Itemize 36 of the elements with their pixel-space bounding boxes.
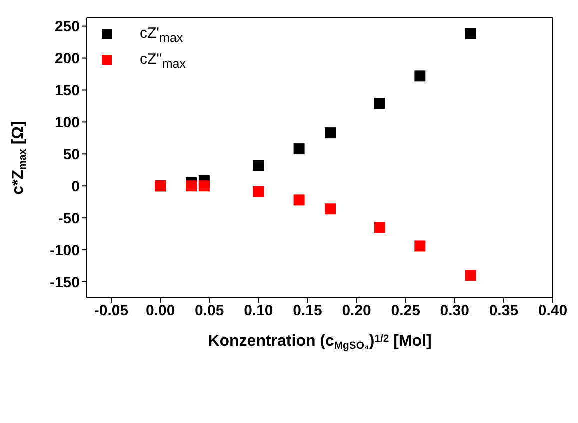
point	[465, 270, 476, 282]
y-tick-label: 0	[72, 178, 80, 196]
x-tick-label: 0.30	[440, 302, 470, 320]
x-tick-label: 0.10	[244, 302, 274, 320]
point	[294, 144, 305, 155]
legend-label: cZ''$_{max}$	[140, 51, 186, 71]
y-tick-label: -50	[58, 210, 80, 228]
point	[294, 194, 305, 206]
y-tick-label: 150	[54, 82, 80, 100]
point	[414, 240, 426, 252]
x-tick-label: 0.00	[146, 302, 176, 320]
point	[374, 222, 386, 234]
x-tick-label: 0.35	[489, 302, 519, 320]
x-tick-label: 0.25	[391, 302, 420, 320]
y-tick-label: 100	[54, 114, 80, 132]
point	[186, 180, 198, 192]
y-tick-label: -150	[50, 274, 80, 292]
point	[198, 180, 210, 192]
legend-label: cZ'$_{max}$	[140, 25, 184, 45]
y-tick-label: 200	[54, 50, 80, 68]
point	[253, 160, 264, 172]
point	[324, 204, 336, 215]
x-tick-label: 0.40	[538, 302, 568, 320]
point	[465, 28, 476, 40]
y-tick-label: 50	[63, 146, 80, 164]
y-tick-label: 250	[54, 18, 80, 36]
point	[253, 186, 264, 198]
x-tick-label: 0.15	[293, 302, 322, 320]
point	[324, 128, 336, 139]
x-tick-label: -0.05	[94, 302, 129, 320]
x-tick-label: 0.20	[342, 302, 372, 320]
x-axis-title: Konzentration (c$_{MgSO₄}$)$^{1/2}$ [Mol]	[208, 333, 432, 352]
point	[374, 98, 386, 110]
point	[414, 70, 426, 82]
x-tick-label: 0.05	[195, 302, 224, 320]
y-tick-label: -100	[50, 242, 80, 260]
